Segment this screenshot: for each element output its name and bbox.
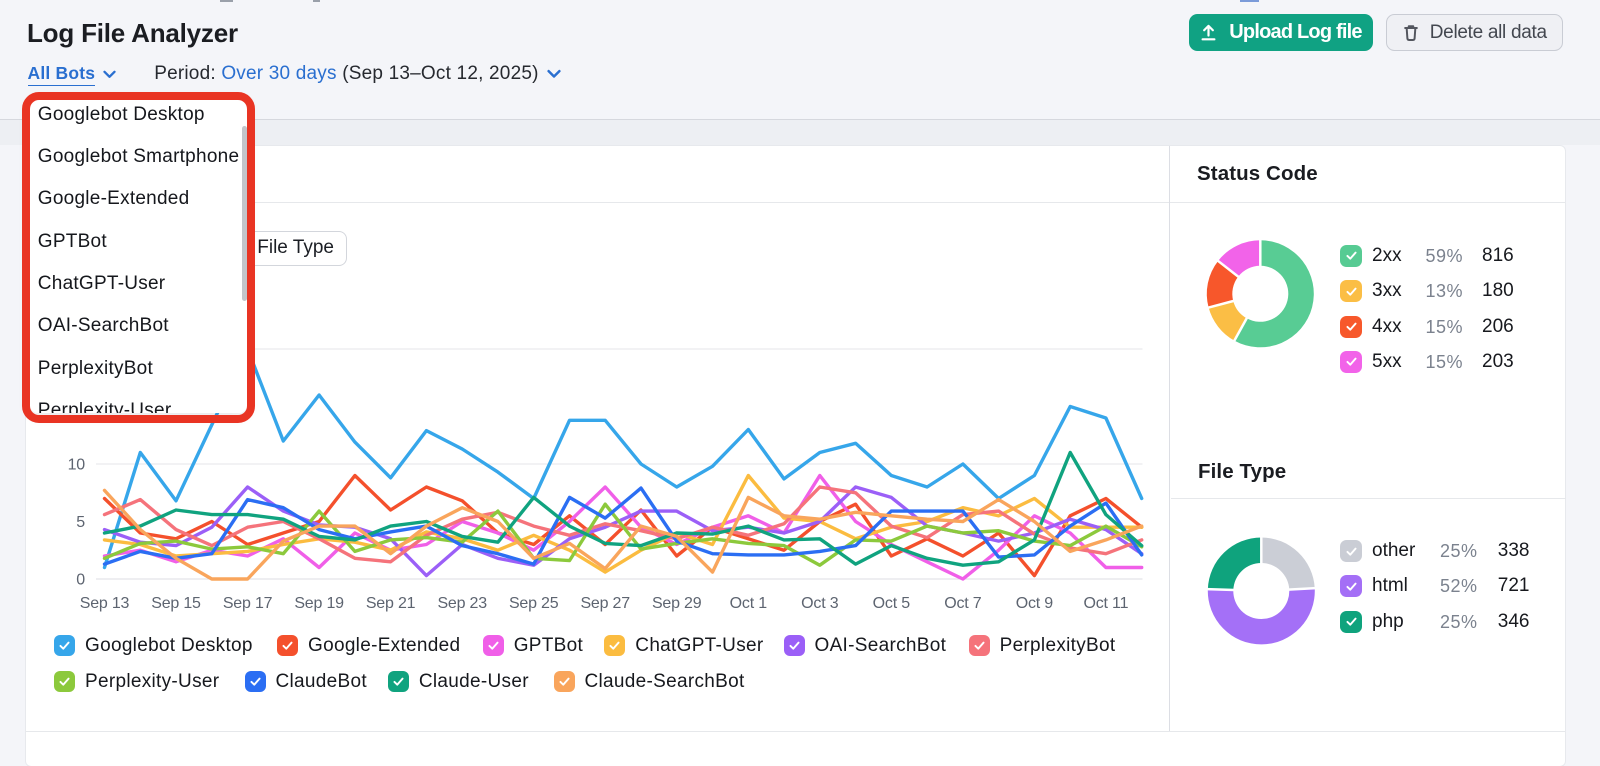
svg-text:Sep 23: Sep 23	[437, 595, 487, 612]
svg-text:5: 5	[76, 514, 85, 531]
svg-text:Sep 19: Sep 19	[294, 595, 344, 612]
svg-text:Oct 5: Oct 5	[873, 595, 911, 612]
svg-text:10: 10	[68, 456, 86, 473]
svg-text:Oct 11: Oct 11	[1084, 595, 1129, 612]
svg-text:0: 0	[76, 571, 85, 588]
svg-text:Oct 3: Oct 3	[801, 595, 839, 612]
svg-text:Sep 25: Sep 25	[509, 595, 559, 612]
svg-text:Sep 17: Sep 17	[223, 595, 273, 612]
svg-text:Sep 29: Sep 29	[652, 595, 702, 612]
svg-text:Sep 15: Sep 15	[151, 595, 201, 612]
svg-text:Oct 7: Oct 7	[944, 595, 982, 612]
svg-text:Sep 13: Sep 13	[80, 595, 130, 612]
svg-text:Oct 1: Oct 1	[730, 595, 768, 612]
svg-text:Sep 27: Sep 27	[580, 595, 630, 612]
svg-text:Sep 21: Sep 21	[366, 595, 416, 612]
svg-text:Oct 9: Oct 9	[1016, 595, 1054, 612]
